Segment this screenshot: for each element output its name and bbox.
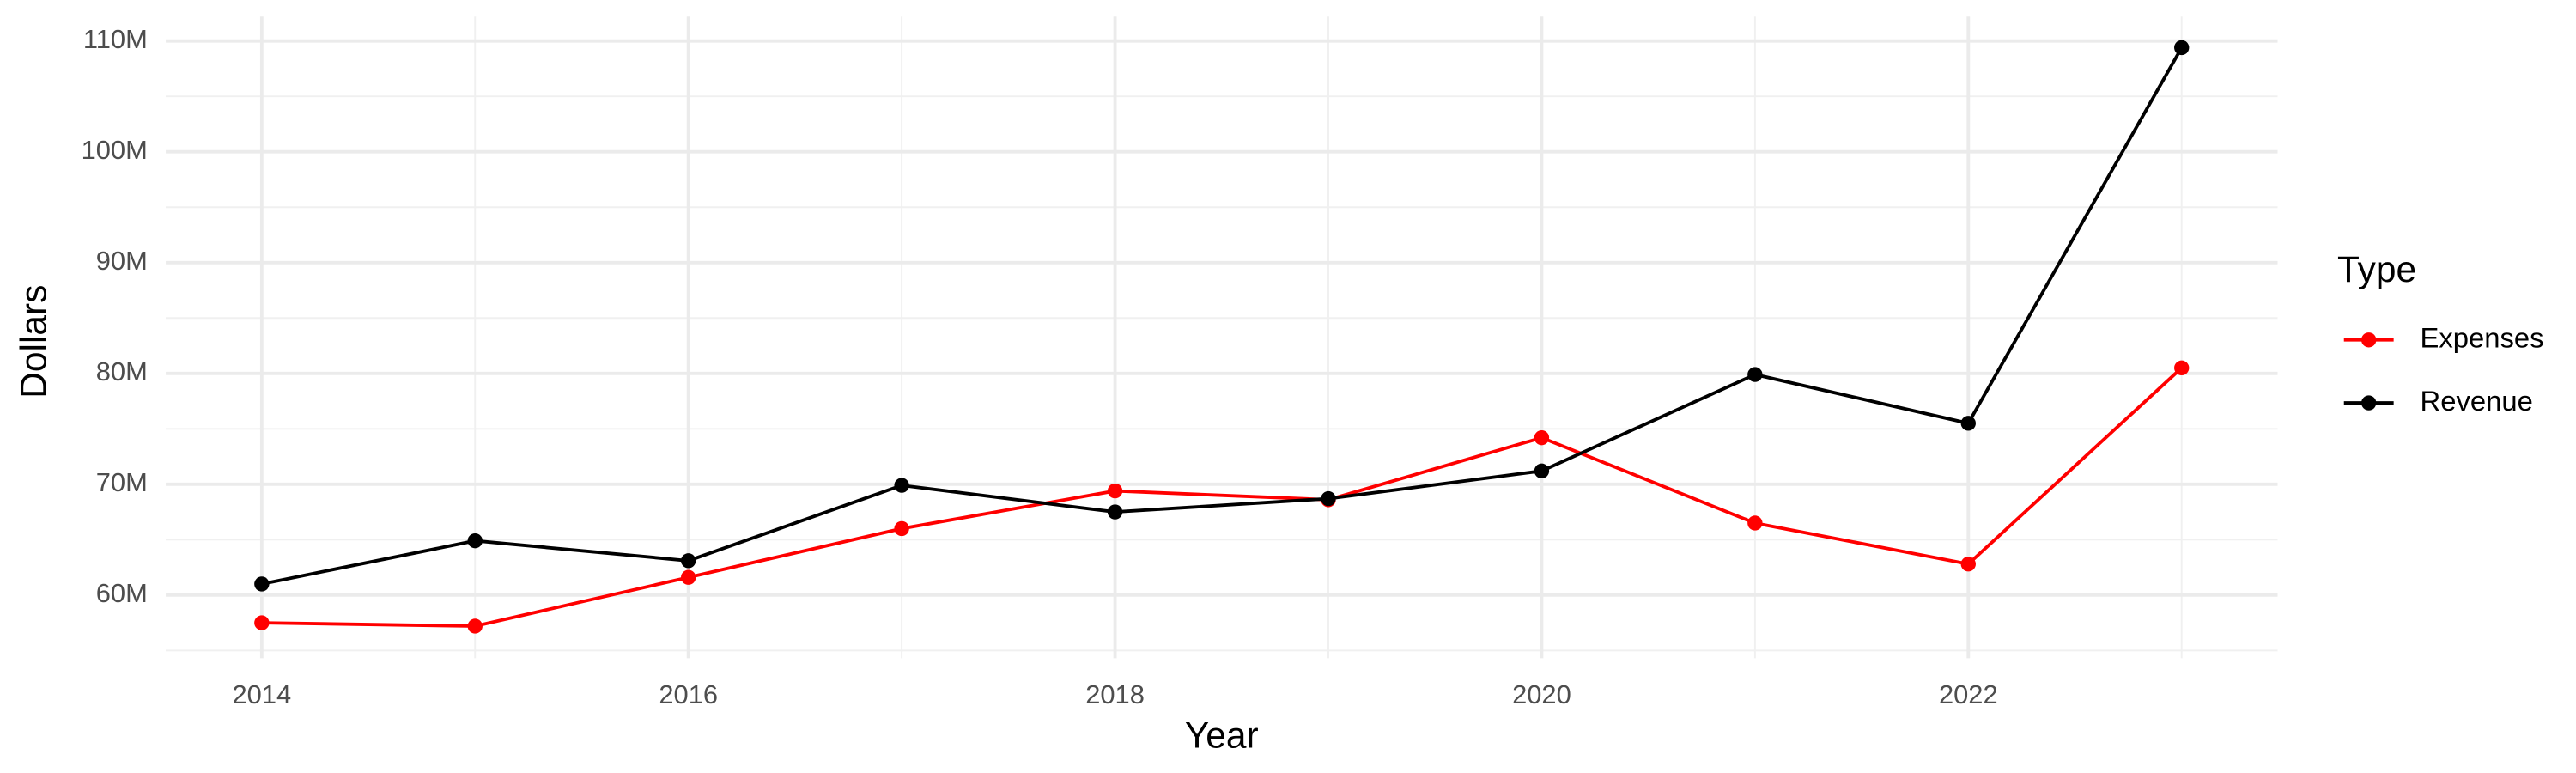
data-point [1960,416,1976,431]
data-point [1534,463,1550,479]
data-point [1534,429,1550,446]
legend-marker [2361,395,2377,411]
y-tick-label: 80M [96,356,148,386]
data-point [681,569,696,585]
legend-title: Type [2337,249,2416,289]
data-point [894,478,909,493]
y-tick-label: 60M [96,578,148,608]
plot-area [254,40,2190,634]
series-line [261,46,2184,586]
y-tick-label: 70M [96,467,148,497]
data-point [2174,360,2190,376]
grid [166,16,2278,659]
data-point [254,576,270,592]
legend-marker [2361,332,2377,348]
x-tick-label: 2020 [1512,679,1571,709]
x-tick-label: 2016 [659,679,718,709]
data-point [467,533,483,549]
data-point [467,618,483,634]
data-point [1747,515,1763,531]
data-point [1960,557,1976,572]
data-point [2174,40,2190,56]
data-point [1107,504,1123,520]
y-tick-label: 100M [82,135,148,165]
y-tick-label: 90M [96,246,148,276]
data-point [681,553,696,569]
x-axis-title: Year [1185,715,1259,755]
data-point [1321,490,1336,507]
legend-label: Revenue [2421,385,2533,417]
x-tick-label: 2014 [233,679,292,709]
x-tick-label: 2018 [1085,679,1145,709]
data-point [894,520,909,537]
data-point [1107,483,1123,499]
legend-label: Expenses [2421,321,2544,353]
data-point [1747,367,1763,382]
x-tick-label: 2022 [1939,679,1998,709]
series-line [261,366,2184,628]
y-tick-label: 110M [83,24,148,54]
data-point [254,615,270,630]
y-axis-title: Dollars [14,285,54,399]
